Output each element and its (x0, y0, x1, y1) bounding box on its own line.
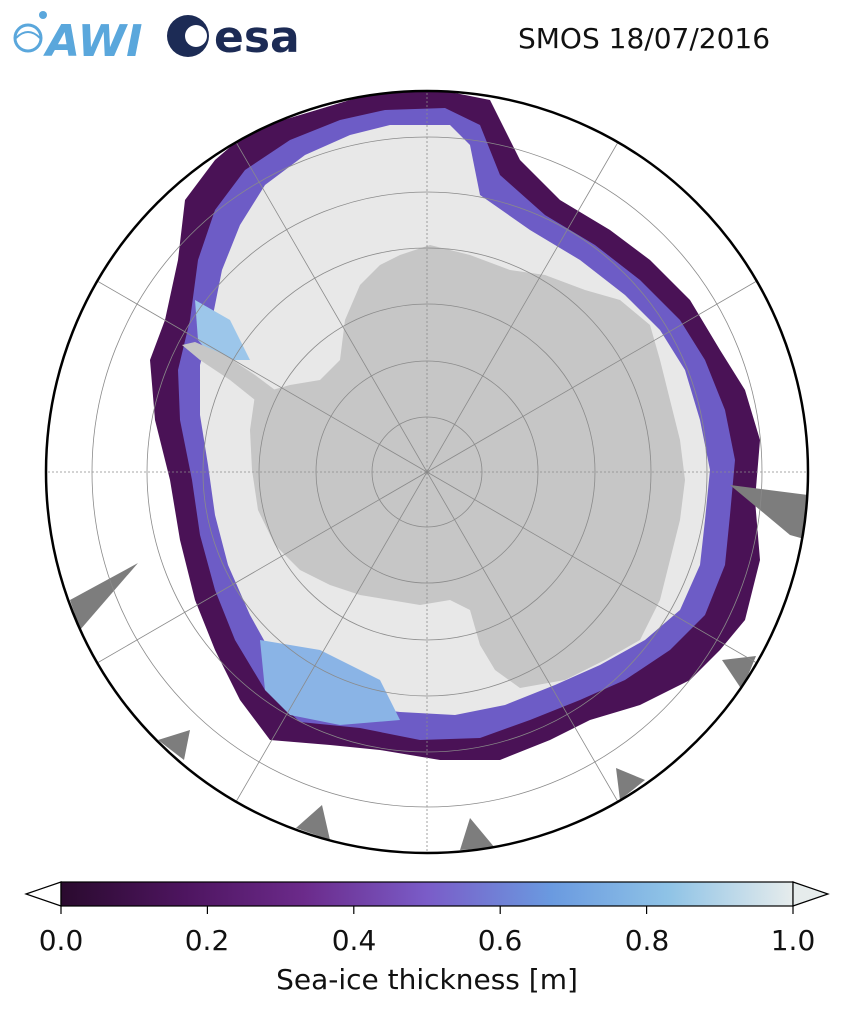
no-data-wedge (460, 818, 495, 850)
graticule (46, 91, 808, 853)
colorbar-under-extend (24, 881, 62, 907)
no-data-wedge (730, 485, 808, 540)
no-data-wedge (158, 730, 190, 760)
awi-logo-text: AWI (43, 16, 143, 64)
antarctic-peninsula (182, 342, 275, 400)
colorbar-tick-label: 0.8 (624, 924, 670, 957)
colorbar-tick-label: 0.2 (184, 924, 230, 957)
sea-ice-weddell (260, 640, 400, 725)
colorbar-label: Sea-ice thickness [m] (276, 963, 578, 996)
logos: AWI esa (6, 6, 306, 64)
map-title: SMOS 18/07/2016 (518, 22, 771, 55)
sea-ice-ross (195, 300, 250, 360)
colorbar-ticks (60, 906, 794, 914)
colorbar-tick-label: 0.0 (38, 924, 84, 957)
colorbar-tick-label: 1.0 (770, 924, 816, 957)
no-data-wedge (616, 768, 645, 800)
map-frame (44, 89, 810, 855)
colorbar (24, 881, 830, 914)
colorbar-body (60, 881, 794, 907)
esa-logo-text: esa (214, 12, 300, 63)
colorbar-over-extend (792, 881, 830, 907)
awi-logo: AWI (13, 11, 143, 64)
no-data-wedge (296, 805, 330, 840)
antarctica-landmass (250, 245, 685, 688)
colorbar-tick-label: 0.6 (477, 924, 523, 957)
no-data-wedge (722, 656, 756, 690)
esa-logo: esa (167, 12, 300, 63)
colorbar-tick-label: 0.4 (331, 924, 377, 957)
no-data-wedge (70, 563, 138, 630)
